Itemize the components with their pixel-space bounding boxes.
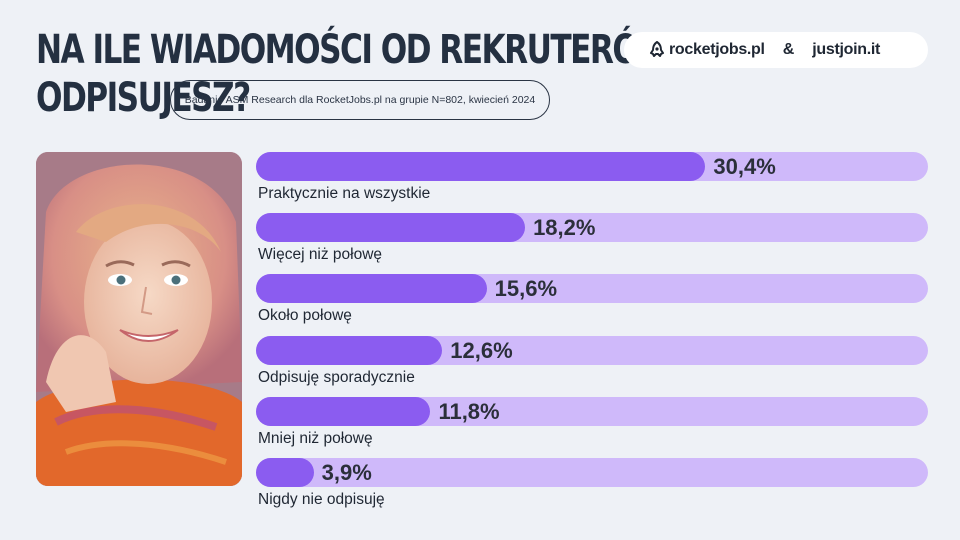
justjoin-wordmark: justjoin.it [812, 41, 881, 58]
bar-category-label: Mniej niż połowę [258, 429, 373, 447]
bar-category-label: Odpisuję sporadycznie [258, 368, 415, 386]
rocketjobs-logo: rocketjobs.pl [648, 41, 765, 59]
title-line-2: ODPISUJESZ? [36, 75, 251, 121]
bar-value-label: 15,6% [494, 276, 558, 302]
bar-category-label: Nigdy nie odpisuję [258, 491, 385, 508]
bar-value-label: 18,2% [533, 215, 596, 241]
bar-fill [256, 458, 314, 487]
bar-row: 15,6% Około połowę [256, 274, 928, 336]
brand-logos: rocketjobs.pl & justjoin.it [624, 32, 928, 68]
survey-source-text: Badanie ASM Research dla RocketJobs.pl n… [184, 94, 536, 106]
bar-category-label: Więcej niż połowę [258, 246, 383, 264]
page-title: NA ILE WIADOMOŚCI OD REKRUTERÓW ODPISUJE… [36, 26, 672, 122]
rocketjobs-wordmark: rocketjobs.pl [669, 41, 765, 58]
survey-source-pill: Badanie ASM Research dla RocketJobs.pl n… [170, 80, 550, 120]
bar-value-label: 3,9% [321, 460, 372, 485]
bar-value-label: 11,8% [438, 398, 500, 424]
bar-row: 30,4% Praktycznie na wszystkie [256, 152, 928, 214]
bar-fill [256, 152, 706, 181]
bar-row: 18,2% Więcej niż połowę [256, 213, 928, 275]
bar-fill [256, 396, 431, 426]
bar-fill [256, 274, 487, 304]
bar-value-label: 12,6% [450, 337, 513, 363]
bar-category-label: Praktycznie na wszystkie [258, 185, 431, 202]
rocket-icon [650, 41, 664, 57]
bar-category-label: Około połowę [258, 307, 352, 325]
bar-track [256, 458, 928, 487]
portrait-photo [36, 152, 242, 486]
bar-row: 12,6% Odpisuję sporadycznie [256, 335, 928, 398]
bar-value-label: 30,4% [713, 154, 776, 179]
bar-row: 3,9% Nigdy nie odpisuję [256, 458, 928, 520]
brand-ampersand: & [782, 41, 795, 58]
title-line-1: NA ILE WIADOMOŚCI OD REKRUTERÓW [36, 27, 672, 73]
bar-chart: 30,4% Praktycznie na wszystkie 18,2% Więcej… [256, 152, 928, 512]
bar-fill [256, 213, 526, 243]
bar-fill [256, 335, 443, 365]
bar-row: 11,8% Mniej niż połowę [256, 396, 928, 459]
portrait-illustration [36, 152, 242, 486]
